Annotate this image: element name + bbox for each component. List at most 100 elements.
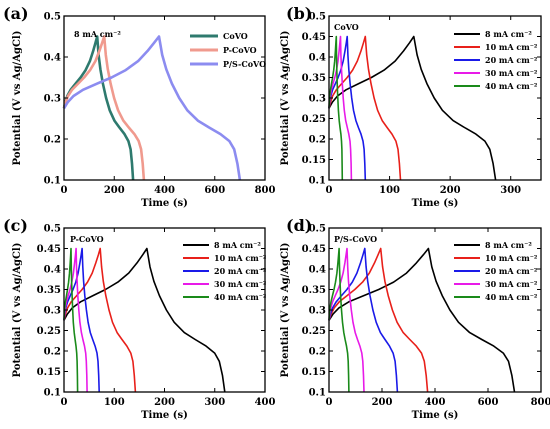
x-tick-label: 100 [104,397,125,408]
chart-panel-d: (d) 0 200 400 600 800 0.1 0.15 0.2 0.25 0.3 0.35 0.4… [280,216,550,421]
series-line [328,35,402,181]
y-tick-label: 0.35 [302,73,326,84]
legend-label: 30 mA cm⁻² [214,279,267,289]
legend-label: 8 mA cm⁻² [485,29,532,39]
y-tick-label: 0.5 [44,12,61,23]
series-line [63,247,137,393]
panel-label: (a) [3,4,29,23]
panel-label: (c) [3,216,28,235]
series-line [63,247,100,393]
plot-annotation: P/S-CoVO [334,234,377,244]
panel-label: (b) [286,4,312,23]
series-line [63,247,226,393]
legend-label: 10 mA cm⁻² [485,253,538,263]
y-tick-label: 0.25 [302,114,326,125]
x-tick-label: 200 [440,185,461,196]
y-axis-title: Potential (V vs Ag/AgCl) [280,31,291,166]
y-tick-label: 0.15 [302,155,326,166]
series-line [328,35,367,181]
legend: 8 mA cm⁻² 10 mA cm⁻² 20 mA cm⁻² 30 mA cm⁻² 4… [454,29,538,91]
series-line [328,247,429,393]
legend-label: 20 mA cm⁻² [485,266,538,276]
y-tick-label: 0.1 [309,176,326,187]
legend-label: 8 mA cm⁻² [214,240,261,250]
series-line [328,247,350,393]
legend: 8 mA cm⁻² 10 mA cm⁻² 20 mA cm⁻² 30 mA cm⁻² 4… [454,240,538,302]
series-line [328,247,365,393]
y-tick-label: 0.25 [302,326,326,337]
legend-label: P-CoVO [223,45,257,55]
x-tick-label: 0 [61,185,68,196]
x-tick-label: 800 [531,397,550,408]
x-axis-title: Time (s) [412,410,459,421]
series-line [328,247,516,393]
y-tick-label: 0.45 [37,244,61,255]
x-tick-label: 100 [379,185,400,196]
x-tick-label: 300 [500,185,521,196]
x-tick-label: 0 [326,185,333,196]
series-line [62,35,242,181]
x-tick-label: 200 [104,185,125,196]
y-tick-label: 0.2 [309,347,326,358]
legend: CoVO P-CoVO P/S-CoVO [190,31,266,69]
y-tick-label: 0.2 [44,347,61,358]
x-axis-title: Time (s) [141,198,188,209]
y-tick-label: 0.35 [302,285,326,296]
x-tick-label: 0 [61,397,68,408]
x-tick-label: 400 [255,397,276,408]
y-tick-label: 0.45 [302,32,326,43]
y-axis-title: Potential (V vs Ag/AgCl) [12,31,23,166]
y-axis-title: Potential (V vs Ag/AgCl) [12,243,23,378]
y-tick-label: 0.3 [44,306,61,317]
x-tick-label: 200 [372,397,393,408]
x-tick-label: 800 [255,185,276,196]
legend-label: 30 mA cm⁻² [485,279,538,289]
y-tick-label: 0.45 [302,244,326,255]
x-tick-label: 0 [326,397,333,408]
plot-annotation: P-CoVO [70,234,104,244]
legend-label: 40 mA cm⁻² [485,81,538,91]
legend: 8 mA cm⁻² 10 mA cm⁻² 20 mA cm⁻² 30 mA cm⁻² 4… [183,240,267,302]
x-axis-title: Time (s) [412,198,459,209]
y-tick-label: 0.35 [37,285,61,296]
y-tick-label: 0.4 [309,53,326,64]
y-tick-label: 0.25 [37,326,61,337]
chart-panel-a: (a) 0 200 400 600 800 0.1 0.2 0.3 0.4 0.5 Time (s) P… [3,4,275,209]
y-tick-label: 0.15 [302,367,326,378]
x-tick-label: 400 [425,397,446,408]
legend-label: 20 mA cm⁻² [485,55,538,65]
legend-label: 20 mA cm⁻² [214,266,267,276]
legend-label: 10 mA cm⁻² [214,253,267,263]
series-line [63,247,88,393]
y-tick-label: 0.1 [44,176,61,187]
series-line [328,247,399,393]
x-tick-label: 400 [154,185,175,196]
y-tick-label: 0.3 [309,94,326,105]
y-axis-title: Potential (V vs Ag/AgCl) [280,243,291,378]
series-line [328,35,344,181]
plot-annotation: CoVO [334,22,359,32]
y-tick-label: 0.2 [309,135,326,146]
chart-panel-b: (b) 0 100 200 300 0.1 0.15 0.2 0.25 0.3 0.35 0.4 0.4… [280,4,542,209]
legend-label: 8 mA cm⁻² [485,240,532,250]
y-tick-label: 0.3 [44,94,61,105]
x-tick-label: 300 [204,397,225,408]
x-tick-label: 600 [204,185,225,196]
series-line [63,247,79,393]
legend-label: 40 mA cm⁻² [214,292,267,302]
series-line [62,35,135,181]
y-tick-label: 0.15 [37,367,61,378]
plot-annotation: 8 mA cm⁻² [74,29,121,39]
x-axis-title: Time (s) [141,410,188,421]
series-line [62,35,146,181]
x-tick-label: 200 [154,397,175,408]
legend-label: 40 mA cm⁻² [485,292,538,302]
series-line [328,35,353,181]
y-tick-label: 0.5 [309,224,326,235]
y-tick-label: 0.1 [44,388,61,399]
legend-label: 30 mA cm⁻² [485,68,538,78]
legend-label: CoVO [223,31,248,41]
y-tick-label: 0.4 [44,53,61,64]
legend-label: 10 mA cm⁻² [485,42,538,52]
